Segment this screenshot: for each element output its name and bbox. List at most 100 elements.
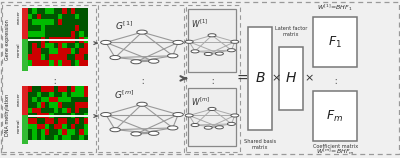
- Circle shape: [185, 114, 193, 117]
- Bar: [41, 49, 45, 54]
- Bar: [49, 14, 54, 19]
- Bar: [45, 37, 49, 43]
- Bar: [66, 124, 71, 129]
- Bar: [45, 129, 49, 135]
- Bar: [28, 118, 32, 124]
- Circle shape: [137, 102, 147, 106]
- Bar: [84, 54, 88, 60]
- Bar: [80, 49, 84, 54]
- Bar: [80, 8, 84, 14]
- Bar: [66, 31, 71, 37]
- Bar: [75, 92, 80, 97]
- Bar: [41, 54, 45, 60]
- Bar: [58, 25, 62, 31]
- Bar: [45, 92, 49, 97]
- Circle shape: [191, 123, 199, 127]
- Bar: [36, 19, 41, 25]
- Circle shape: [185, 40, 193, 43]
- Bar: [71, 49, 75, 54]
- Bar: [66, 8, 71, 14]
- Bar: [36, 86, 41, 92]
- Bar: [45, 113, 49, 118]
- Text: $\times$: $\times$: [304, 73, 314, 84]
- Bar: [49, 129, 54, 135]
- Bar: [80, 37, 84, 43]
- Bar: [66, 92, 71, 97]
- Bar: [84, 124, 88, 129]
- Text: Gene expression: Gene expression: [6, 19, 10, 60]
- Bar: [49, 113, 54, 118]
- Bar: [36, 31, 41, 37]
- Bar: [49, 102, 54, 108]
- Bar: [71, 97, 75, 102]
- Bar: [62, 102, 66, 108]
- Bar: [54, 43, 58, 49]
- Bar: [49, 135, 54, 140]
- Bar: [62, 113, 66, 118]
- Bar: [49, 43, 54, 49]
- Bar: [75, 86, 80, 92]
- Bar: [80, 102, 84, 108]
- Bar: [54, 49, 58, 54]
- Bar: [75, 129, 80, 135]
- Bar: [58, 37, 62, 43]
- Circle shape: [191, 50, 199, 53]
- Bar: [80, 14, 84, 19]
- Text: cancer: cancer: [17, 92, 21, 106]
- Bar: [28, 54, 32, 60]
- Bar: [58, 135, 62, 140]
- Bar: [75, 113, 80, 118]
- Bar: [84, 14, 88, 19]
- Bar: [28, 115, 88, 117]
- Bar: [248, 27, 272, 130]
- Bar: [54, 135, 58, 140]
- Bar: [32, 54, 36, 60]
- Text: $\times$: $\times$: [271, 73, 281, 84]
- Bar: [54, 124, 58, 129]
- Bar: [49, 60, 54, 66]
- Bar: [45, 102, 49, 108]
- Bar: [22, 86, 28, 115]
- Bar: [62, 31, 66, 37]
- Bar: [2, 5, 96, 152]
- Circle shape: [137, 30, 147, 34]
- Bar: [49, 92, 54, 97]
- Bar: [36, 14, 41, 19]
- Text: normal: normal: [17, 43, 21, 57]
- Bar: [66, 129, 71, 135]
- Bar: [28, 39, 88, 41]
- Bar: [80, 92, 84, 97]
- Bar: [32, 86, 36, 92]
- Bar: [36, 43, 41, 49]
- Circle shape: [148, 131, 159, 135]
- Bar: [58, 113, 62, 118]
- Bar: [75, 25, 80, 31]
- Text: Shared basis
matrix: Shared basis matrix: [244, 139, 276, 150]
- Circle shape: [148, 59, 159, 63]
- Bar: [186, 5, 240, 152]
- Bar: [71, 14, 75, 19]
- Bar: [54, 86, 58, 92]
- Bar: [41, 129, 45, 135]
- Text: cancer: cancer: [17, 10, 21, 24]
- Bar: [71, 113, 75, 118]
- Bar: [80, 135, 84, 140]
- Bar: [66, 86, 71, 92]
- Bar: [41, 43, 45, 49]
- Bar: [45, 49, 49, 54]
- Bar: [71, 19, 75, 25]
- Bar: [62, 43, 66, 49]
- Bar: [28, 86, 32, 92]
- Bar: [45, 25, 49, 31]
- Bar: [75, 60, 80, 66]
- Text: ∶: ∶: [211, 77, 213, 87]
- Bar: [58, 124, 62, 129]
- Bar: [75, 118, 80, 124]
- Bar: [58, 49, 62, 54]
- Bar: [71, 102, 75, 108]
- Bar: [41, 19, 45, 25]
- Bar: [36, 124, 41, 129]
- Bar: [75, 54, 80, 60]
- Bar: [22, 8, 28, 39]
- Circle shape: [208, 107, 216, 111]
